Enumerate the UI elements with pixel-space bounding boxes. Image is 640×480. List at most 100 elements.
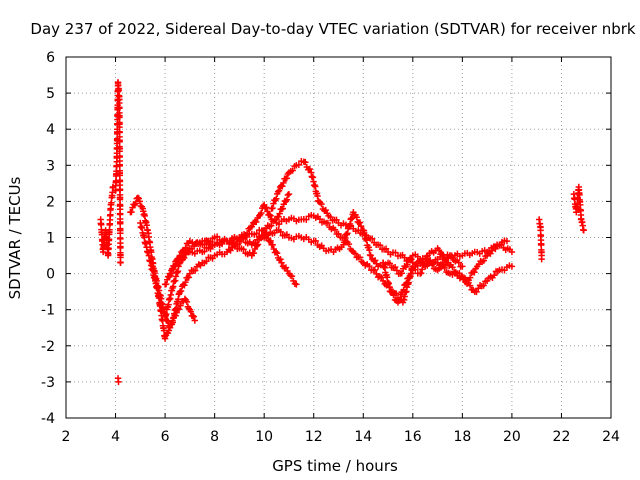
data-point	[272, 248, 280, 256]
data-point	[283, 196, 291, 204]
data-point	[284, 191, 292, 199]
x-tick-label: 14	[354, 429, 372, 445]
data-point	[444, 259, 451, 266]
data-point	[211, 252, 218, 259]
chart-title: Day 237 of 2022, Sidereal Day-to-day VTE…	[30, 20, 635, 38]
data-point	[112, 187, 119, 194]
data-point	[116, 93, 123, 100]
data-point	[260, 234, 268, 241]
data-point	[277, 256, 284, 263]
data-point	[407, 270, 414, 278]
data-point	[268, 241, 275, 248]
data-point	[391, 263, 399, 271]
data-point	[248, 230, 255, 238]
data-point	[289, 167, 296, 174]
data-point	[350, 248, 357, 256]
data-point	[199, 259, 206, 266]
y-tick-label: 3	[46, 158, 55, 174]
data-point	[578, 216, 585, 223]
data-point	[316, 215, 324, 223]
data-point	[240, 235, 247, 242]
data-point	[260, 201, 268, 209]
data-point	[268, 222, 275, 229]
data-point	[127, 209, 134, 216]
x-tick-label: 10	[255, 429, 273, 445]
x-tick-label: 24	[602, 429, 620, 445]
data-point	[274, 188, 282, 195]
data-point	[176, 252, 184, 259]
data-point	[182, 278, 189, 286]
y-tick-label: -1	[41, 303, 55, 319]
data-point	[356, 254, 364, 261]
data-point	[491, 272, 498, 279]
data-point	[161, 335, 169, 342]
data-point	[185, 274, 192, 281]
data-point	[496, 266, 503, 274]
data-point	[240, 246, 247, 253]
data-point	[285, 169, 293, 176]
data-point	[223, 237, 231, 245]
data-point	[570, 190, 578, 198]
data-point	[464, 277, 471, 285]
data-point	[322, 219, 330, 227]
data-point	[176, 288, 184, 295]
data-point	[537, 223, 544, 230]
data-point	[285, 270, 293, 277]
data-point	[256, 212, 263, 220]
data-point	[353, 214, 360, 221]
data-point	[230, 239, 237, 247]
data-point	[236, 245, 243, 252]
series-trace-G	[275, 211, 513, 304]
x-tick-label: 6	[161, 429, 170, 445]
data-point	[186, 248, 194, 256]
data-point	[379, 259, 387, 266]
data-point	[409, 252, 417, 259]
data-point	[114, 79, 122, 86]
data-point	[360, 227, 367, 234]
data-point	[283, 175, 290, 182]
data-point	[285, 190, 293, 198]
data-point	[172, 312, 179, 320]
data-point	[273, 227, 280, 234]
x-tick-label: 2	[62, 429, 71, 445]
data-point	[293, 162, 300, 169]
data-point	[139, 205, 146, 212]
data-point	[503, 237, 511, 245]
x-axis-label: GPS time / hours	[272, 457, 398, 475]
data-point	[280, 179, 287, 187]
data-point	[186, 237, 194, 245]
data-point	[440, 251, 447, 259]
data-point	[397, 252, 404, 259]
data-point	[374, 263, 382, 270]
data-point	[156, 292, 164, 299]
data-point	[418, 266, 426, 273]
data-point	[211, 241, 218, 248]
data-point	[136, 198, 144, 205]
data-point	[409, 266, 417, 274]
data-point	[248, 241, 255, 248]
data-point	[335, 219, 342, 227]
data-point	[298, 234, 305, 241]
data-point	[253, 218, 260, 226]
data-point	[424, 252, 431, 259]
data-point	[97, 216, 104, 223]
data-point	[236, 234, 243, 241]
data-point	[474, 263, 481, 270]
data-point	[493, 241, 501, 248]
data-point	[182, 251, 189, 258]
grid-lines	[66, 57, 611, 418]
data-point	[402, 281, 409, 288]
data-point	[454, 270, 461, 277]
data-point	[538, 255, 545, 263]
data-point	[480, 282, 487, 289]
y-tick-label: 0	[46, 267, 55, 283]
data-point	[190, 313, 198, 320]
data-point	[367, 252, 374, 259]
data-point	[483, 277, 491, 285]
data-point	[434, 245, 441, 252]
data-point	[374, 241, 382, 248]
data-point	[273, 219, 280, 227]
data-point	[285, 234, 293, 241]
data-point	[252, 240, 259, 247]
